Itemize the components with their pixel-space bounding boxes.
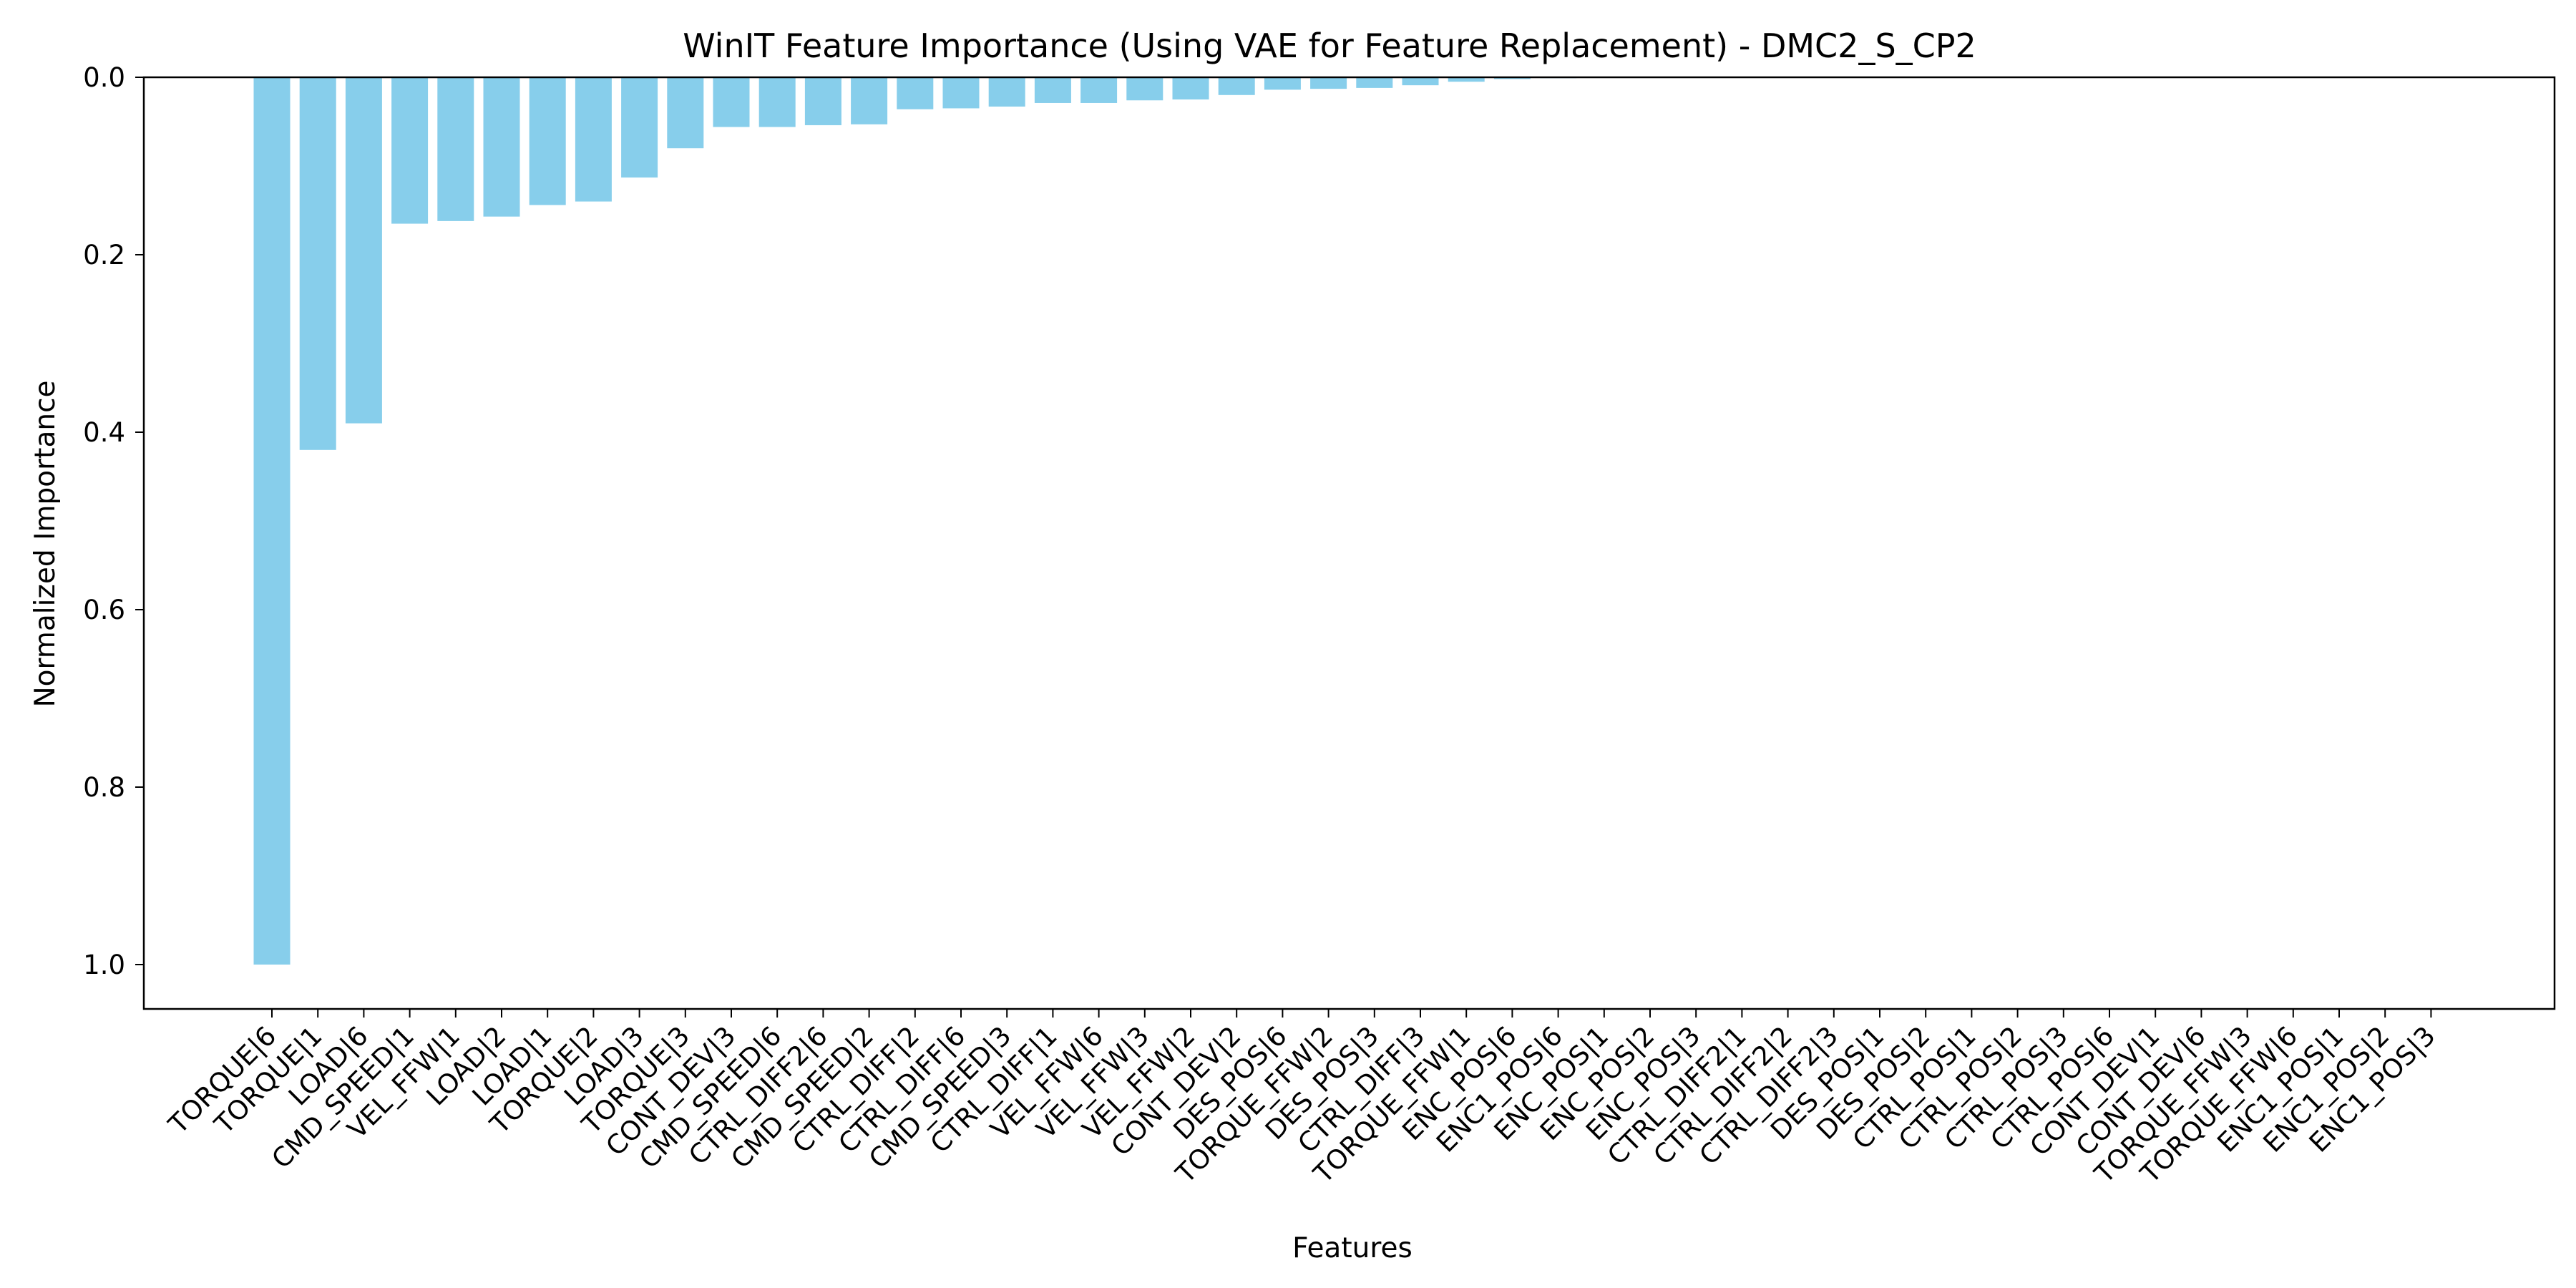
bar [1034, 77, 1071, 103]
bar [1218, 77, 1255, 95]
bar [1356, 77, 1393, 88]
bar [575, 77, 612, 202]
bar [758, 77, 796, 127]
bar [253, 77, 291, 965]
y-tick-label: 0.4 [83, 417, 125, 448]
y-tick-label: 0.8 [83, 772, 125, 803]
bar [529, 77, 566, 205]
bar [1402, 77, 1439, 86]
bar [1448, 77, 1485, 82]
y-tick-label: 1.0 [83, 950, 125, 980]
bar [1264, 77, 1301, 90]
bar [988, 77, 1025, 107]
bar [804, 77, 841, 125]
bar [851, 77, 888, 125]
bar [1080, 77, 1118, 103]
y-tick-label: 0.0 [83, 62, 125, 93]
x-axis-title: Features [1292, 1232, 1413, 1264]
bar [1172, 77, 1209, 99]
bar [621, 77, 658, 178]
bar [1126, 77, 1163, 101]
y-axis-title: Normalized Importance [29, 380, 62, 707]
y-tick-label: 0.2 [83, 240, 125, 270]
bar [299, 77, 336, 450]
bar [667, 77, 704, 149]
plot-frame [142, 76, 2556, 1010]
bar [391, 77, 429, 224]
bar [483, 77, 520, 217]
bars-group [253, 77, 1944, 965]
bar [345, 77, 382, 424]
x-axis: TORQUE|6TORQUE|1LOAD|6CMD_SPEED|1VEL_FFW… [162, 1009, 2441, 1190]
bar [713, 77, 750, 127]
chart-title: WinIT Feature Importance (Using VAE for … [683, 26, 1976, 65]
bar [437, 77, 474, 221]
bar [1310, 77, 1347, 89]
y-tick-label: 0.6 [83, 595, 125, 625]
y-axis: 0.0 0.2 0.4 0.6 0.8 1.0 [83, 62, 144, 980]
bar [942, 77, 980, 109]
bar [897, 77, 934, 109]
